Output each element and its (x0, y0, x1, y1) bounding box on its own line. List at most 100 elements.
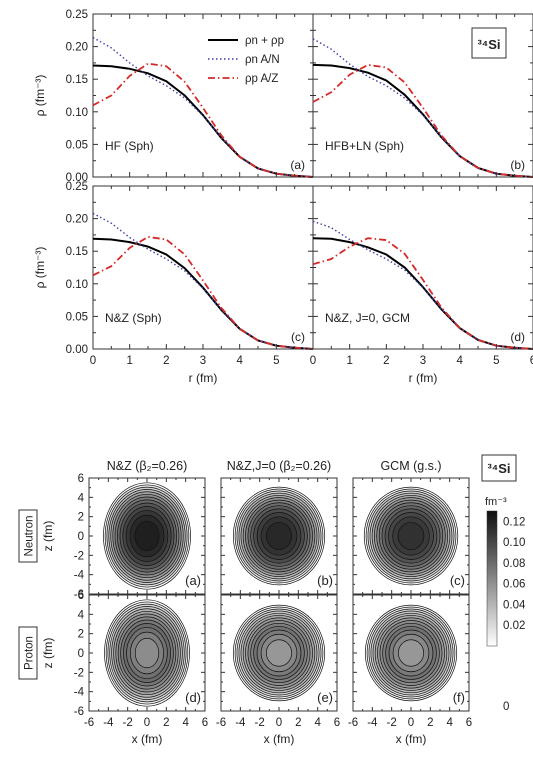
x-axis-label: x (fm) (264, 732, 295, 746)
nucleus-frame (481, 454, 517, 482)
panel-letter: (c) (291, 330, 305, 344)
y-tick-label: 0.05 (66, 311, 88, 323)
panel-frame (92, 185, 314, 350)
y-tick-label: 0.15 (66, 74, 88, 86)
y-tick-label: 6 (78, 473, 84, 485)
y-tick-label: 0.20 (66, 214, 88, 226)
x-tick-label: -4 (235, 717, 246, 729)
legend-entry: ρn + ρp (245, 35, 284, 47)
colorbar-tick-label: 0.08 (503, 558, 525, 570)
row-label: Proton (24, 636, 36, 670)
contours (232, 604, 326, 702)
x-tick-label: -4 (103, 717, 114, 729)
x-tick-label: 0 (90, 355, 96, 367)
colorbar-unit: fm⁻³ (485, 496, 507, 508)
y-tick-label: -2 (74, 550, 84, 562)
panel-letter: (e) (317, 690, 333, 705)
x-tick-label: 4 (456, 355, 463, 367)
row-label-frame (18, 509, 38, 563)
y-tick-label: 0.10 (66, 107, 88, 119)
x-tick-label: 5 (273, 355, 279, 367)
contours (232, 486, 326, 586)
legend-entry: ρn A/N (245, 54, 280, 66)
x-tick-label: 6 (334, 717, 340, 729)
panel-frame (312, 185, 533, 350)
x-tick-label: 0 (144, 717, 150, 729)
x-tick-label: -4 (367, 717, 378, 729)
panel-letter: (d) (185, 690, 201, 705)
x-tick-label: 5 (493, 355, 499, 367)
panel-letter: (a) (290, 158, 305, 172)
legend-entry: ρp A/Z (245, 73, 278, 85)
contour-panel-f: (f) (352, 594, 470, 712)
line-panel-d: N&Z, J=0, GCM (d) (312, 185, 533, 350)
contour-panel-b: (b) (220, 477, 338, 595)
y-tick-label: -6 (74, 706, 84, 718)
x-tick-label: 6 (202, 717, 208, 729)
y-tick-label: -4 (74, 570, 85, 582)
x-tick-label: 2 (163, 355, 169, 367)
y-axis-label: z (fm) (41, 521, 55, 552)
colorbar-tick-label: 0 (503, 701, 509, 713)
column-title: N&Z (β₂=0.26) (107, 459, 187, 473)
colorbar-tick-label: 0.12 (503, 516, 525, 528)
nucleus-label: ³⁴Si (477, 37, 500, 52)
y-tick-label: 0.00 (66, 172, 88, 184)
contour-level (397, 639, 425, 667)
y-tick-label: 0 (78, 531, 84, 543)
series-line (92, 36, 314, 178)
contours (104, 599, 190, 707)
x-axis-label: x (fm) (132, 732, 163, 746)
x-axis-label: r (fm) (189, 371, 218, 385)
x-tick-label: 4 (314, 717, 321, 729)
contours (364, 604, 458, 702)
x-tick-label: 1 (346, 355, 352, 367)
contours (103, 482, 191, 590)
panel-label: HFB+LN (Sph) (325, 139, 404, 153)
x-tick-label: 2 (163, 717, 169, 729)
contour-panel-e: (e) (220, 594, 338, 712)
panel-label: HF (Sph) (105, 139, 154, 153)
y-tick-label: -6 (74, 589, 84, 601)
y-tick-label: -2 (74, 667, 84, 679)
x-tick-label: -2 (387, 717, 397, 729)
colorbar-scale (486, 510, 498, 647)
x-tick-label: 0 (408, 717, 414, 729)
colorbar-tick-label: 0.06 (503, 579, 525, 591)
panel-letter: (c) (450, 573, 465, 588)
nucleus-frame (471, 27, 507, 59)
panel-letter: (d) (510, 330, 525, 344)
series-line (92, 62, 314, 178)
x-tick-label: 0 (276, 717, 282, 729)
y-tick-label: 2 (78, 512, 84, 524)
x-tick-label: 4 (236, 355, 243, 367)
y-tick-label: 0.25 (66, 181, 88, 193)
row-label-frame (18, 626, 38, 680)
contours (363, 486, 459, 586)
nucleus-badge-top: ³⁴Si (471, 27, 507, 59)
colorbar-tick-label: 0.02 (503, 620, 525, 632)
y-tick-label: 4 (78, 609, 85, 621)
y-tick-label: 4 (78, 492, 85, 504)
series-line (312, 38, 533, 178)
x-tick-label: -2 (123, 717, 133, 729)
y-tick-label: 0.05 (66, 139, 88, 151)
panel-letter: (b) (510, 158, 525, 172)
y-tick-label: 0.15 (66, 246, 88, 258)
x-tick-label: 6 (530, 355, 533, 367)
contour-panel-a: (a) (88, 477, 206, 595)
x-tick-label: 4 (446, 717, 453, 729)
contour-level (265, 639, 293, 667)
x-tick-label: 2 (383, 355, 389, 367)
x-tick-label: 2 (427, 717, 433, 729)
y-tick-label: 0.20 (66, 42, 88, 54)
x-tick-label: 3 (200, 355, 206, 367)
contour-panel-d: (d) (88, 594, 206, 712)
contour-level (397, 522, 425, 550)
y-tick-label: 2 (78, 629, 84, 641)
colorbar-tick-label: 0.10 (503, 537, 525, 549)
y-tick-label: -4 (74, 687, 85, 699)
row-label: Neutron (24, 516, 36, 557)
x-tick-label: -6 (216, 717, 226, 729)
